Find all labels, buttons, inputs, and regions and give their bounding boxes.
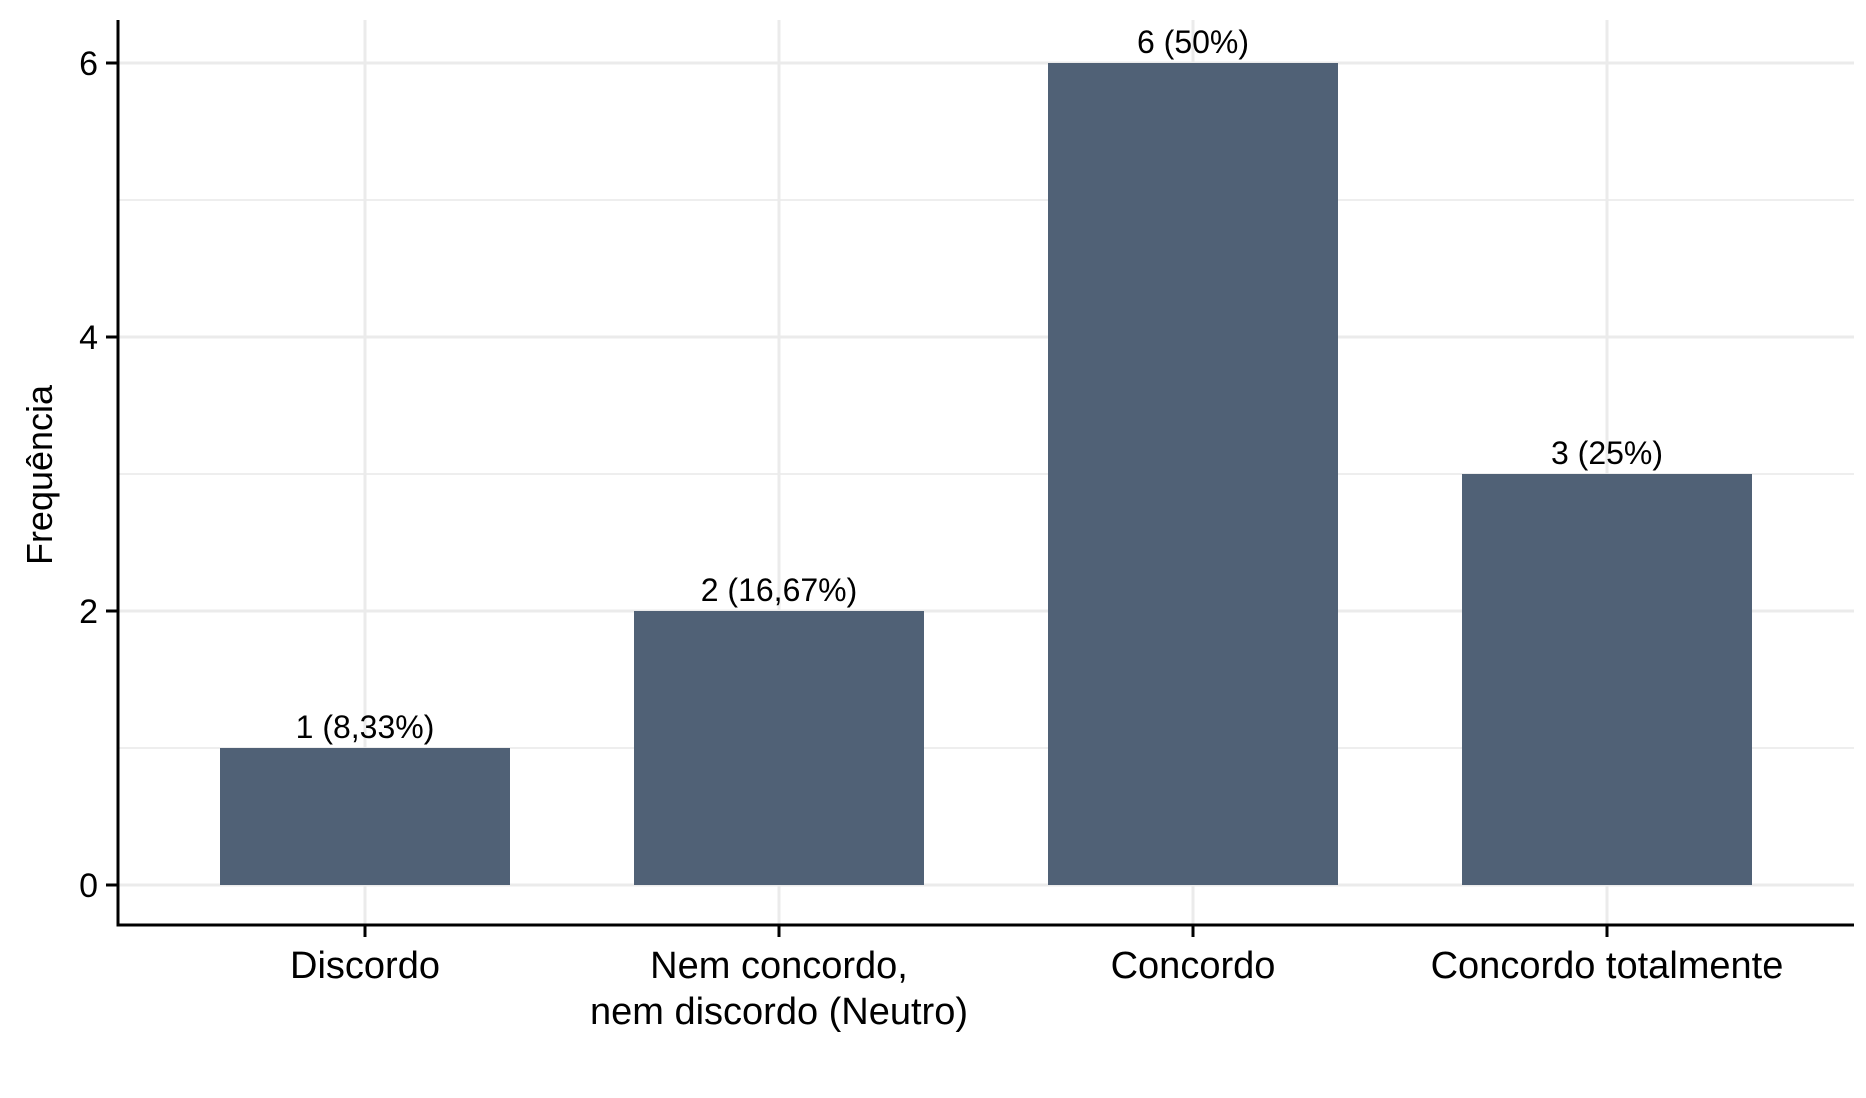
bar bbox=[1048, 63, 1338, 885]
bar bbox=[220, 748, 510, 885]
x-tick-label: Concordo bbox=[1111, 945, 1276, 987]
y-tick-label: 4 bbox=[79, 319, 98, 357]
bar bbox=[1462, 474, 1752, 885]
bars-group bbox=[220, 63, 1752, 885]
bar-data-label: 6 (50%) bbox=[1137, 24, 1249, 60]
y-tick-label: 6 bbox=[79, 45, 98, 83]
bar-data-label: 3 (25%) bbox=[1551, 435, 1663, 471]
bar-data-label: 1 (8,33%) bbox=[296, 709, 435, 745]
x-tick-label: Nem concordo, nem discordo (Neutro) bbox=[590, 945, 968, 1033]
y-tick-label: 0 bbox=[79, 867, 98, 905]
bar bbox=[634, 611, 924, 885]
y-axis-title: Frequência bbox=[19, 384, 60, 565]
bar-data-label: 2 (16,67%) bbox=[701, 572, 858, 608]
axes-group: 0 2 4 6 Discordo Nem concordo, nem discordo (N… bbox=[79, 20, 1854, 1033]
data-labels-group: 1 (8,33%) 2 (16,67%) 6 (50%) 3 (25%) bbox=[296, 24, 1663, 745]
x-tick-label: Concordo totalmente bbox=[1431, 945, 1784, 987]
x-tick-label: Discordo bbox=[290, 945, 440, 987]
y-tick-label: 2 bbox=[79, 593, 98, 631]
